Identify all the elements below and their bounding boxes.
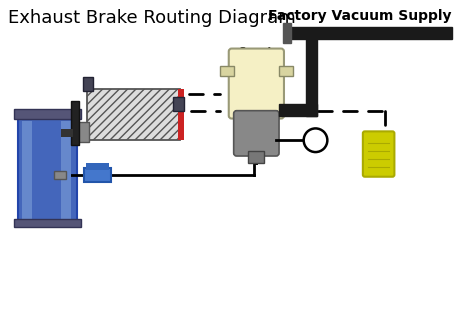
Bar bbox=[286, 27, 452, 39]
FancyBboxPatch shape bbox=[363, 131, 394, 177]
Bar bbox=[283, 23, 291, 43]
Bar bbox=[14, 109, 81, 118]
Bar bbox=[173, 97, 184, 111]
Bar bbox=[279, 66, 293, 76]
Bar bbox=[77, 128, 131, 137]
Bar bbox=[179, 89, 184, 140]
Bar bbox=[220, 66, 234, 76]
Bar bbox=[54, 171, 66, 179]
Bar bbox=[279, 104, 318, 116]
Circle shape bbox=[304, 129, 328, 152]
Bar bbox=[61, 121, 71, 219]
Bar bbox=[83, 77, 93, 91]
Bar bbox=[71, 101, 79, 145]
FancyBboxPatch shape bbox=[234, 111, 279, 156]
Text: Exhaust Brake Routing Diagram: Exhaust Brake Routing Diagram bbox=[8, 9, 296, 27]
FancyBboxPatch shape bbox=[229, 49, 284, 118]
Bar bbox=[87, 89, 181, 140]
Bar bbox=[86, 163, 109, 170]
Bar bbox=[306, 37, 318, 116]
Bar bbox=[14, 219, 81, 227]
Text: Factory Vacuum Supply: Factory Vacuum Supply bbox=[268, 9, 452, 23]
Bar bbox=[61, 129, 73, 137]
Bar bbox=[84, 168, 111, 182]
Bar bbox=[22, 121, 32, 219]
Bar bbox=[77, 123, 89, 142]
Bar bbox=[18, 116, 77, 224]
Bar bbox=[248, 151, 264, 163]
Text: Spool
Valve: Spool Valve bbox=[238, 47, 271, 68]
